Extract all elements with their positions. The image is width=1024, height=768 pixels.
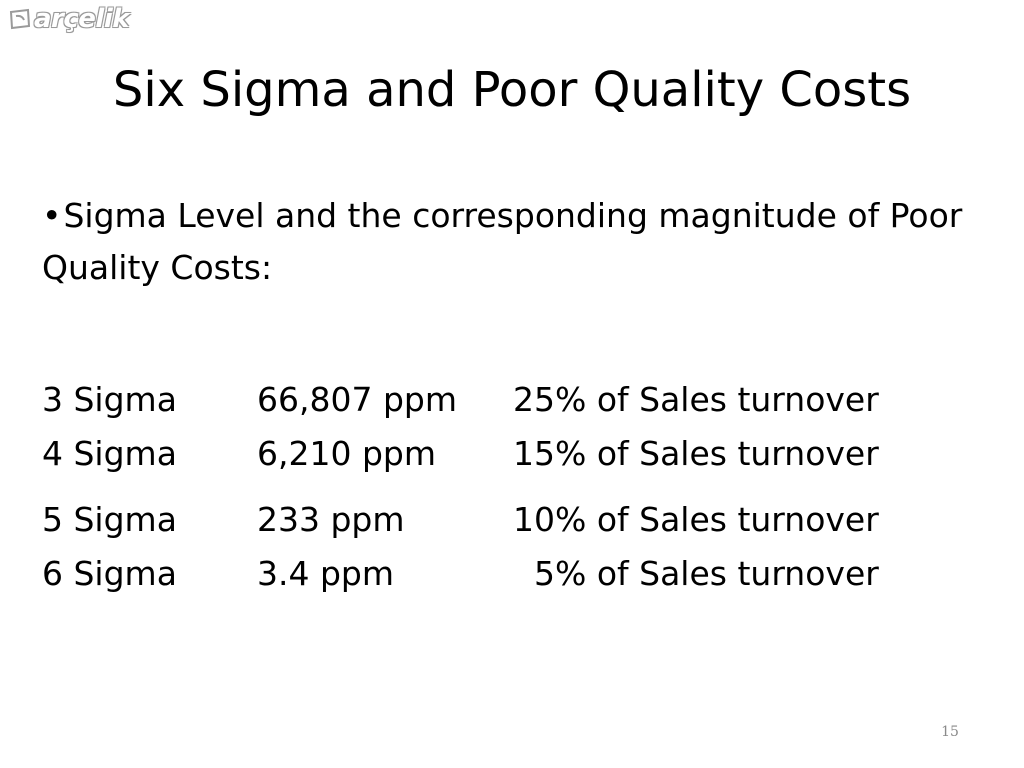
- table-row: 4 Sigma 6,210 ppm 15% of Sales turnover: [42, 427, 923, 481]
- bullet-item: •Sigma Level and the corresponding magni…: [42, 190, 992, 294]
- ppm-value: 233 ppm: [257, 500, 405, 539]
- table-row: 6 Sigma 3.4 ppm 5% of Sales turnover: [42, 547, 923, 601]
- arcelik-logo-mark-icon: [9, 8, 31, 30]
- ppm-value: 6,210 ppm: [257, 434, 437, 473]
- page-number: 15: [941, 724, 959, 740]
- sigma-level: 6 Sigma: [42, 554, 177, 593]
- ppm-value: 66,807 ppm: [257, 380, 457, 419]
- cost-value: 5% of Sales turnover: [534, 554, 879, 593]
- ppm-value: 3.4 ppm: [257, 554, 395, 593]
- slide-title: Six Sigma and Poor Quality Costs: [112, 62, 912, 118]
- bullet-text: Sigma Level and the corresponding magnit…: [42, 196, 963, 287]
- table-row: 5 Sigma 233 ppm 10% of Sales turnover: [42, 493, 923, 547]
- cost-value: 10% of Sales turnover: [513, 500, 879, 539]
- cost-value: 15% of Sales turnover: [513, 434, 879, 473]
- bullet-marker: •: [42, 196, 62, 235]
- cost-value: 25% of Sales turnover: [513, 380, 879, 419]
- sigma-level: 4 Sigma: [42, 434, 177, 473]
- sigma-level: 5 Sigma: [42, 500, 177, 539]
- arcelik-logo: arçelik: [8, 4, 130, 34]
- table-row: 3 Sigma 66,807 ppm 25% of Sales turnover: [42, 373, 923, 427]
- logo-text: arçelik: [34, 4, 130, 34]
- sigma-table: 3 Sigma 66,807 ppm 25% of Sales turnover…: [42, 373, 923, 601]
- sigma-level: 3 Sigma: [42, 380, 177, 419]
